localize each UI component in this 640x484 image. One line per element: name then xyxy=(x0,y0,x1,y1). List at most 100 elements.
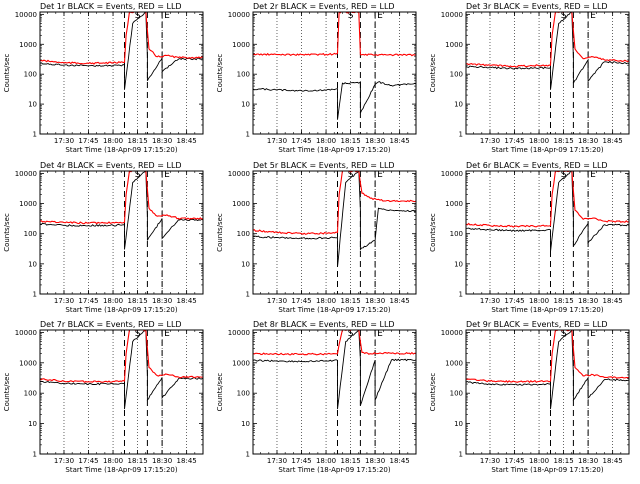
plot-frame xyxy=(252,170,417,295)
x-tick-label: 17:45 xyxy=(291,297,311,305)
x-tick-label: 18:30 xyxy=(578,297,598,305)
y-tick-label: 1 xyxy=(246,131,250,139)
panel-title: Det 3r BLACK = Events, RED = LLD xyxy=(466,2,608,11)
plot-frame xyxy=(465,170,630,295)
y-tick-label: 10000 xyxy=(228,329,250,337)
panel-title: Det 8r BLACK = Events, RED = LLD xyxy=(253,320,395,329)
x-tick-label: 17:45 xyxy=(78,137,98,145)
y-tick-label: 1 xyxy=(33,291,37,299)
y-tick-label: 10 xyxy=(241,420,250,428)
x-tick-label: 18:45 xyxy=(177,137,197,145)
x-tick-label: 18:00 xyxy=(103,297,123,305)
y-axis-label: Counts/sec xyxy=(429,373,437,412)
plot-frame xyxy=(465,329,630,455)
y-tick-label: 100 xyxy=(450,71,463,79)
series-group xyxy=(466,330,629,410)
x-tick-label: 17:45 xyxy=(504,457,524,465)
events-series-line xyxy=(253,80,416,120)
y-tick-label: 10 xyxy=(28,260,37,268)
y-tick-label: 100 xyxy=(237,390,250,398)
plot-frame xyxy=(39,11,204,135)
x-tick-label: 18:15 xyxy=(127,137,147,145)
plot-frame xyxy=(39,329,204,455)
events-series-line xyxy=(40,12,203,90)
y-tick-label: 10000 xyxy=(441,170,463,178)
series-group xyxy=(253,12,416,120)
events-series-line xyxy=(253,171,416,267)
series-group xyxy=(40,330,203,410)
y-tick-label: 100 xyxy=(237,230,250,238)
series-group xyxy=(466,12,629,90)
x-tick-label: 18:00 xyxy=(529,297,549,305)
x-tick-label: 18:15 xyxy=(553,457,573,465)
y-tick-label: 10 xyxy=(454,101,463,109)
x-tick-label: 17:30 xyxy=(480,137,500,145)
y-tick-label: 1 xyxy=(33,451,37,459)
x-tick-label: 17:45 xyxy=(504,297,524,305)
y-tick-label: 1 xyxy=(246,291,250,299)
x-tick-label: 17:45 xyxy=(504,137,524,145)
x-tick-label: 18:30 xyxy=(365,137,385,145)
lld-series-line xyxy=(40,330,203,384)
panel-det-9: Det 9r BLACK = Events, RED = LLD Counts/s… xyxy=(429,320,630,474)
end-marker: E xyxy=(590,11,596,21)
x-tick-label: 17:30 xyxy=(54,297,74,305)
series-group xyxy=(40,171,203,250)
start-marker: S xyxy=(561,329,567,339)
y-tick-label: 1000 xyxy=(232,41,250,49)
x-tick-label: 17:30 xyxy=(480,457,500,465)
y-tick-label: 1 xyxy=(459,451,463,459)
x-tick-label: 18:00 xyxy=(316,457,336,465)
x-tick-label: 18:00 xyxy=(529,457,549,465)
x-axis-label: Start Time (18-Apr-09 17:15:20) xyxy=(278,146,390,154)
y-tick-label: 1000 xyxy=(19,359,37,367)
y-tick-label: 1000 xyxy=(445,359,463,367)
x-tick-label: 18:30 xyxy=(152,137,172,145)
y-tick-label: 10 xyxy=(454,420,463,428)
panel-det-2: Det 2r BLACK = Events, RED = LLD Counts/s… xyxy=(216,2,417,154)
x-axis-label: Start Time (18-Apr-09 17:15:20) xyxy=(278,306,390,314)
x-tick-label: 17:30 xyxy=(480,297,500,305)
x-tick-label: 18:45 xyxy=(603,137,623,145)
y-tick-label: 10000 xyxy=(15,170,37,178)
y-axis-label: Counts/sec xyxy=(429,54,437,93)
panel-title: Det 9r BLACK = Events, RED = LLD xyxy=(466,320,608,329)
x-tick-label: 17:45 xyxy=(78,457,98,465)
y-axis-label: Counts/sec xyxy=(216,373,224,412)
events-series-line xyxy=(466,12,629,90)
end-marker: E xyxy=(377,170,383,180)
events-series-line xyxy=(40,330,203,410)
series-group xyxy=(253,171,416,267)
y-axis-label: Counts/sec xyxy=(3,54,11,93)
lld-series-line xyxy=(253,171,416,235)
x-tick-label: 18:45 xyxy=(390,137,410,145)
y-tick-label: 10000 xyxy=(15,329,37,337)
y-tick-label: 10000 xyxy=(441,11,463,19)
x-tick-label: 18:30 xyxy=(578,137,598,145)
x-tick-label: 18:45 xyxy=(390,297,410,305)
start-marker: S xyxy=(348,11,354,21)
x-tick-label: 18:00 xyxy=(316,297,336,305)
x-tick-label: 18:30 xyxy=(152,457,172,465)
x-tick-label: 18:15 xyxy=(127,297,147,305)
x-axis-label: Start Time (18-Apr-09 17:15:20) xyxy=(491,466,603,474)
x-tick-label: 17:45 xyxy=(78,297,98,305)
y-tick-label: 10 xyxy=(241,260,250,268)
end-marker: E xyxy=(590,170,596,180)
y-tick-label: 100 xyxy=(450,390,463,398)
start-marker: S xyxy=(135,170,141,180)
y-tick-label: 10 xyxy=(454,260,463,268)
x-tick-label: 18:15 xyxy=(553,137,573,145)
x-tick-label: 17:45 xyxy=(291,137,311,145)
x-tick-label: 18:15 xyxy=(340,297,360,305)
y-axis-label: Counts/sec xyxy=(3,213,11,252)
lld-series-line xyxy=(40,171,203,225)
y-tick-label: 100 xyxy=(450,230,463,238)
x-tick-label: 18:30 xyxy=(152,297,172,305)
x-tick-label: 18:15 xyxy=(340,457,360,465)
events-series-line xyxy=(253,330,416,410)
y-tick-label: 1000 xyxy=(232,359,250,367)
y-tick-label: 100 xyxy=(24,71,37,79)
start-marker: S xyxy=(348,170,354,180)
